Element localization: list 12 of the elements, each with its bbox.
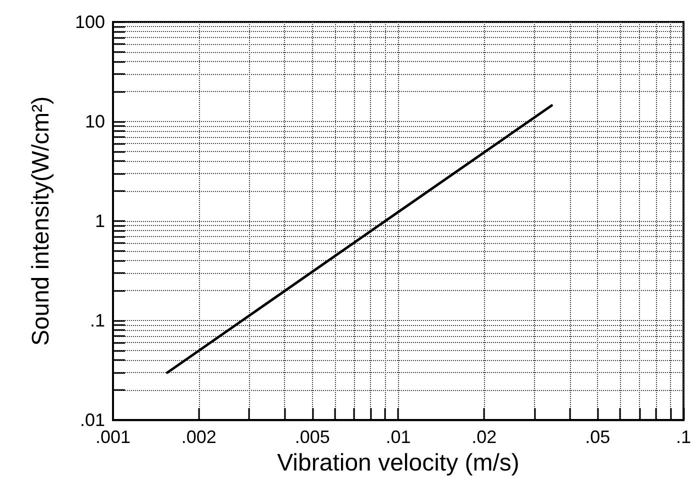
y-tick-label: 100 <box>74 12 105 32</box>
x-tick-label: .01 <box>386 427 411 448</box>
y-tick-label: 10 <box>84 112 105 132</box>
y-tick-label: 1 <box>94 211 105 232</box>
x-tick-label: .02 <box>472 427 497 448</box>
y-tick-label: .1 <box>90 310 105 331</box>
x-tick-label: .005 <box>294 427 330 448</box>
x-tick-label: .002 <box>181 427 216 448</box>
x-tick-label: .1 <box>676 427 691 448</box>
y-axis-title: Sound intensity(W/cm²) <box>28 96 54 346</box>
x-axis-title: Vibration velocity (m/s) <box>277 450 520 476</box>
x-tick-label: .05 <box>585 427 610 448</box>
